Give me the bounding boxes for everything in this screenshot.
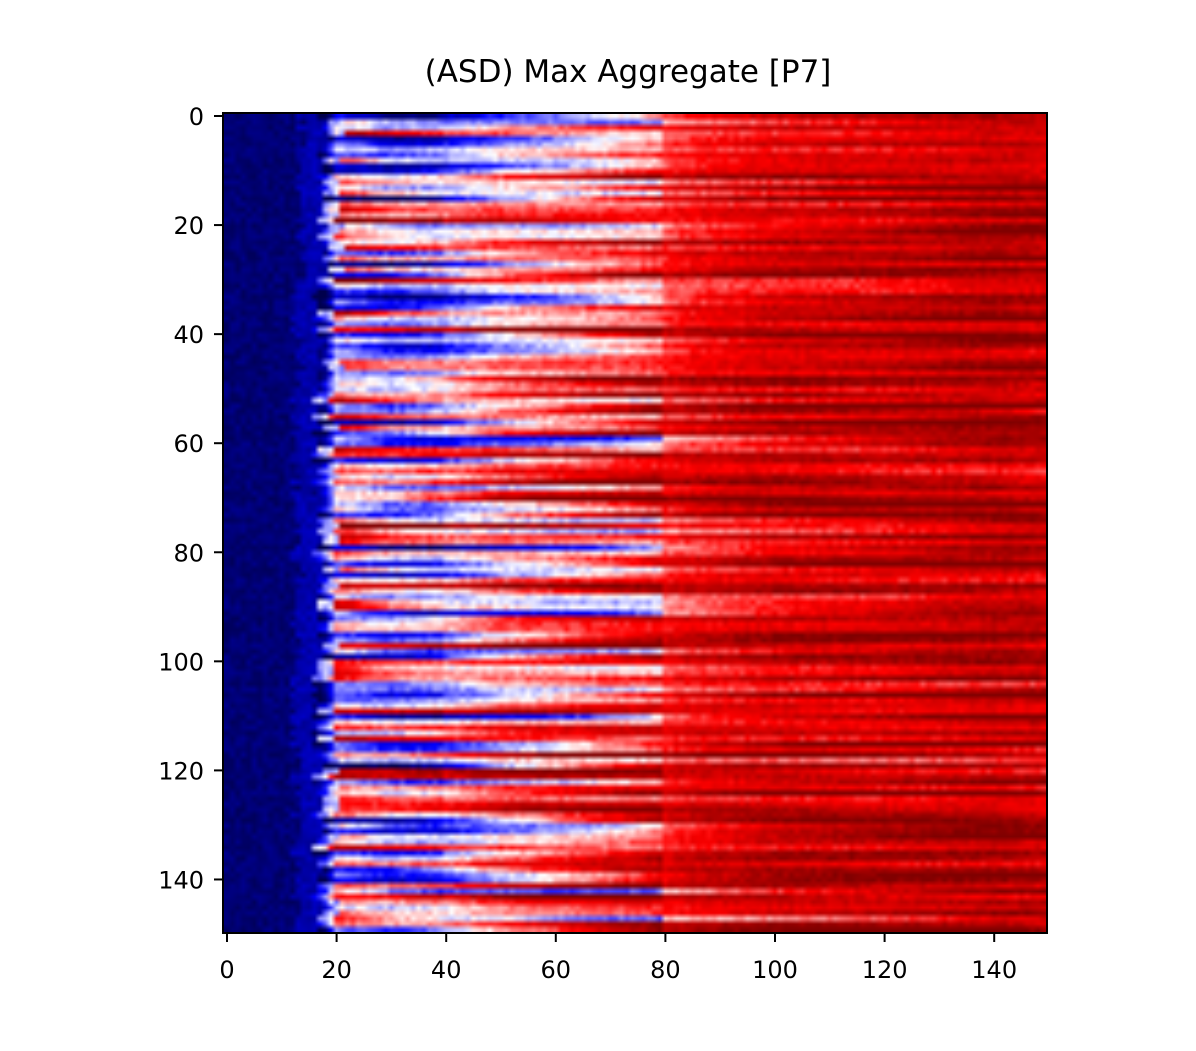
y-tick-label: 40 — [173, 321, 204, 349]
x-axis: 0 20 40 60 80 100 120 140 — [219, 934, 1017, 984]
y-tick-label: 140 — [158, 866, 204, 894]
chart-title: (ASD) Max Aggregate [P7] — [424, 54, 832, 90]
y-tick-label: 100 — [158, 648, 204, 676]
heatmap-image — [224, 114, 1046, 932]
x-tick-label: 40 — [431, 956, 462, 984]
x-tick-label: 20 — [321, 956, 352, 984]
x-tick-label: 120 — [862, 956, 908, 984]
y-tick-label: 0 — [189, 103, 204, 131]
y-tick-label: 20 — [173, 212, 204, 240]
x-tick-label: 80 — [650, 956, 681, 984]
plot-area — [222, 112, 1048, 934]
y-tick-label: 80 — [173, 539, 204, 567]
x-tick-label: 140 — [971, 956, 1017, 984]
x-tick-label: 0 — [219, 956, 234, 984]
y-axis: 0 20 40 60 80 100 120 140 — [158, 103, 222, 894]
x-tick-label: 100 — [752, 956, 798, 984]
y-tick-label: 120 — [158, 757, 204, 785]
x-tick-label: 60 — [541, 956, 572, 984]
y-tick-label: 60 — [173, 430, 204, 458]
